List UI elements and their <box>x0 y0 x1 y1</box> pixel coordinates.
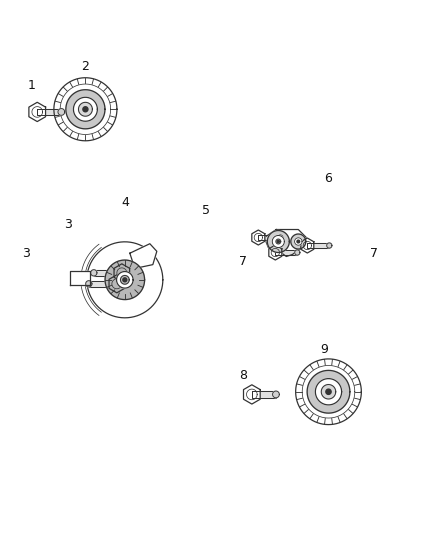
Polygon shape <box>296 359 361 425</box>
Polygon shape <box>264 230 306 256</box>
Text: 8: 8 <box>239 369 247 382</box>
Polygon shape <box>252 230 265 245</box>
Polygon shape <box>29 102 46 122</box>
Polygon shape <box>326 389 331 394</box>
Polygon shape <box>272 391 279 398</box>
Polygon shape <box>267 230 290 253</box>
Text: 4: 4 <box>121 196 129 209</box>
Polygon shape <box>307 370 350 413</box>
Text: 3: 3 <box>64 219 72 231</box>
Polygon shape <box>130 244 157 269</box>
Text: 7: 7 <box>371 247 378 260</box>
Polygon shape <box>91 270 97 276</box>
Polygon shape <box>244 385 260 404</box>
Text: 5: 5 <box>202 204 210 217</box>
Polygon shape <box>272 236 284 247</box>
Polygon shape <box>54 78 117 141</box>
Polygon shape <box>94 270 122 276</box>
Polygon shape <box>123 278 127 282</box>
Polygon shape <box>58 109 65 115</box>
Polygon shape <box>276 239 281 244</box>
Text: 7: 7 <box>239 255 247 268</box>
Polygon shape <box>83 107 88 112</box>
Polygon shape <box>321 384 336 399</box>
Polygon shape <box>117 271 133 288</box>
Polygon shape <box>109 275 125 293</box>
Polygon shape <box>86 281 92 287</box>
Text: 2: 2 <box>81 60 89 73</box>
Polygon shape <box>87 242 163 318</box>
Polygon shape <box>276 250 297 255</box>
Polygon shape <box>315 378 342 405</box>
Polygon shape <box>269 245 282 260</box>
Polygon shape <box>66 90 105 129</box>
Polygon shape <box>105 260 145 300</box>
Polygon shape <box>114 264 130 282</box>
Polygon shape <box>291 234 306 249</box>
Text: 6: 6 <box>325 172 332 185</box>
Polygon shape <box>37 109 61 115</box>
Polygon shape <box>295 250 300 255</box>
Polygon shape <box>278 235 283 240</box>
Polygon shape <box>301 238 314 253</box>
Text: 9: 9 <box>320 343 328 356</box>
Polygon shape <box>252 391 276 398</box>
Polygon shape <box>277 240 279 243</box>
Polygon shape <box>327 243 332 248</box>
Polygon shape <box>89 281 117 287</box>
Text: 3: 3 <box>22 247 30 260</box>
Text: 1: 1 <box>28 79 35 92</box>
Polygon shape <box>70 271 90 285</box>
Polygon shape <box>297 240 300 243</box>
Polygon shape <box>307 243 329 248</box>
Polygon shape <box>120 276 129 284</box>
Polygon shape <box>74 98 97 121</box>
Polygon shape <box>295 238 302 245</box>
Polygon shape <box>78 102 92 116</box>
Polygon shape <box>258 235 280 240</box>
